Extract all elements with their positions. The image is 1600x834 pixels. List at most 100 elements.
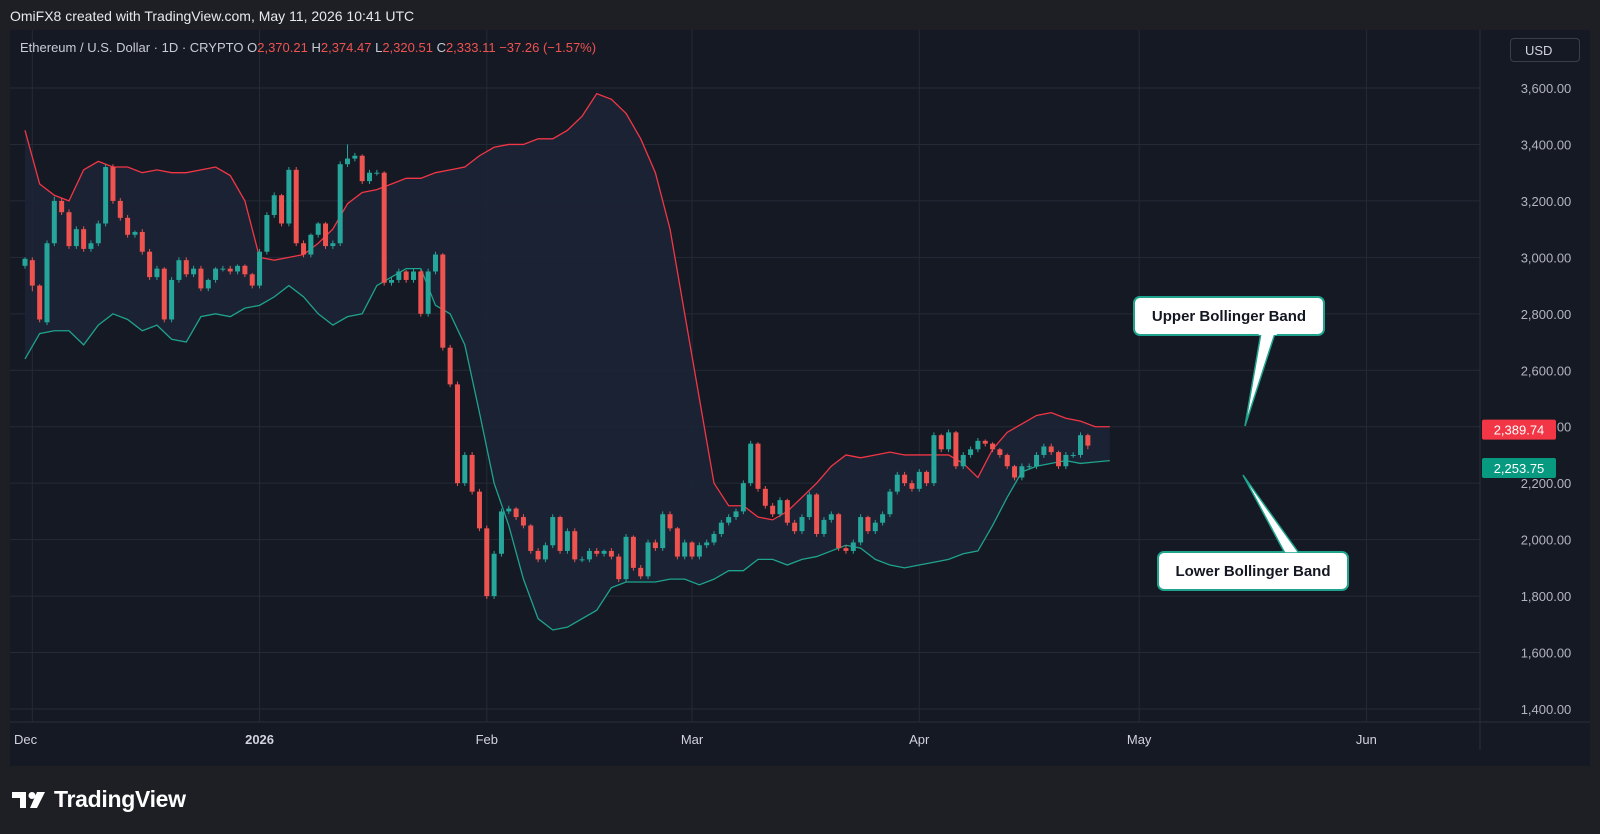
- currency-selector[interactable]: USD: [1510, 38, 1580, 62]
- candle[interactable]: [550, 517, 556, 546]
- candle[interactable]: [506, 508, 512, 512]
- candle[interactable]: [916, 471, 922, 489]
- candle[interactable]: [22, 258, 28, 266]
- candle[interactable]: [535, 550, 541, 560]
- candle[interactable]: [623, 536, 629, 580]
- candle[interactable]: [315, 223, 321, 235]
- candle[interactable]: [381, 172, 387, 283]
- candle[interactable]: [520, 517, 526, 526]
- candle[interactable]: [557, 517, 563, 551]
- candle[interactable]: [982, 440, 988, 444]
- candle[interactable]: [1056, 452, 1062, 467]
- candle[interactable]: [821, 519, 827, 534]
- candle[interactable]: [924, 471, 930, 484]
- candle[interactable]: [938, 435, 944, 450]
- candle[interactable]: [865, 517, 871, 532]
- candle[interactable]: [689, 542, 695, 557]
- candle[interactable]: [176, 260, 182, 280]
- candle[interactable]: [704, 542, 710, 546]
- candle[interactable]: [1048, 446, 1054, 453]
- candle[interactable]: [726, 517, 732, 523]
- candle[interactable]: [242, 265, 248, 275]
- candle[interactable]: [213, 268, 219, 280]
- candle[interactable]: [1026, 466, 1032, 468]
- candle[interactable]: [696, 545, 702, 557]
- candle[interactable]: [740, 483, 746, 512]
- candle[interactable]: [660, 514, 666, 549]
- candle[interactable]: [968, 449, 974, 455]
- candle[interactable]: [1019, 466, 1025, 478]
- lower-bollinger-band-line[interactable]: [24, 268, 1110, 631]
- candle[interactable]: [887, 491, 893, 515]
- candle[interactable]: [191, 268, 197, 275]
- candle[interactable]: [264, 215, 270, 252]
- candle[interactable]: [293, 169, 299, 244]
- candle[interactable]: [110, 167, 116, 201]
- candle[interactable]: [154, 268, 160, 278]
- candle[interactable]: [59, 200, 65, 213]
- candle[interactable]: [1034, 454, 1040, 467]
- candle[interactable]: [1041, 446, 1047, 455]
- candle[interactable]: [279, 195, 285, 224]
- candle[interactable]: [440, 254, 446, 348]
- candle[interactable]: [205, 279, 211, 289]
- candle[interactable]: [249, 274, 255, 286]
- candle[interactable]: [748, 443, 754, 484]
- candle[interactable]: [931, 435, 937, 484]
- candle[interactable]: [345, 158, 351, 165]
- candle[interactable]: [323, 223, 329, 247]
- candle[interactable]: [227, 268, 233, 272]
- candle[interactable]: [997, 449, 1003, 455]
- candle[interactable]: [220, 268, 226, 270]
- candle[interactable]: [674, 528, 680, 557]
- candle[interactable]: [51, 200, 57, 244]
- candle[interactable]: [410, 271, 416, 280]
- candle[interactable]: [608, 550, 614, 557]
- symbol-name[interactable]: Ethereum / U.S. Dollar · 1D · CRYPTO: [20, 40, 244, 55]
- upper-bollinger-band-annotation[interactable]: Upper Bollinger Band: [1133, 296, 1325, 427]
- candle[interactable]: [117, 200, 123, 218]
- candle[interactable]: [850, 542, 856, 551]
- candle[interactable]: [652, 542, 658, 549]
- candle[interactable]: [792, 522, 798, 532]
- candle[interactable]: [425, 271, 431, 314]
- candle[interactable]: [498, 511, 504, 554]
- candle[interactable]: [667, 514, 673, 529]
- candle[interactable]: [396, 271, 402, 280]
- candle[interactable]: [784, 500, 790, 523]
- candle[interactable]: [469, 454, 475, 492]
- candle[interactable]: [1070, 454, 1076, 456]
- candle[interactable]: [447, 347, 453, 385]
- candle[interactable]: [374, 172, 380, 174]
- candle[interactable]: [616, 556, 622, 580]
- candle[interactable]: [454, 384, 460, 484]
- candle[interactable]: [828, 514, 834, 520]
- candle[interactable]: [29, 260, 35, 286]
- candle[interactable]: [389, 279, 394, 283]
- candle[interactable]: [638, 567, 644, 577]
- candle[interactable]: [95, 223, 101, 244]
- candle[interactable]: [308, 234, 314, 255]
- tradingview-logo[interactable]: TradingView: [12, 786, 186, 813]
- candle[interactable]: [125, 217, 131, 235]
- candle[interactable]: [462, 454, 468, 484]
- candle[interactable]: [103, 167, 109, 224]
- candle[interactable]: [572, 531, 578, 560]
- candle[interactable]: [183, 260, 189, 275]
- candle[interactable]: [1063, 454, 1069, 467]
- candle[interactable]: [630, 536, 636, 568]
- candle[interactable]: [301, 243, 307, 255]
- candle[interactable]: [542, 545, 548, 560]
- candle[interactable]: [836, 514, 842, 549]
- candle[interactable]: [1012, 466, 1018, 478]
- candle[interactable]: [946, 432, 952, 450]
- candle[interactable]: [235, 265, 241, 272]
- candle[interactable]: [579, 559, 585, 561]
- candle[interactable]: [169, 279, 175, 320]
- candle[interactable]: [953, 432, 959, 467]
- candle[interactable]: [902, 474, 908, 484]
- candle[interactable]: [880, 514, 886, 523]
- candle[interactable]: [682, 542, 688, 557]
- candle[interactable]: [513, 508, 519, 518]
